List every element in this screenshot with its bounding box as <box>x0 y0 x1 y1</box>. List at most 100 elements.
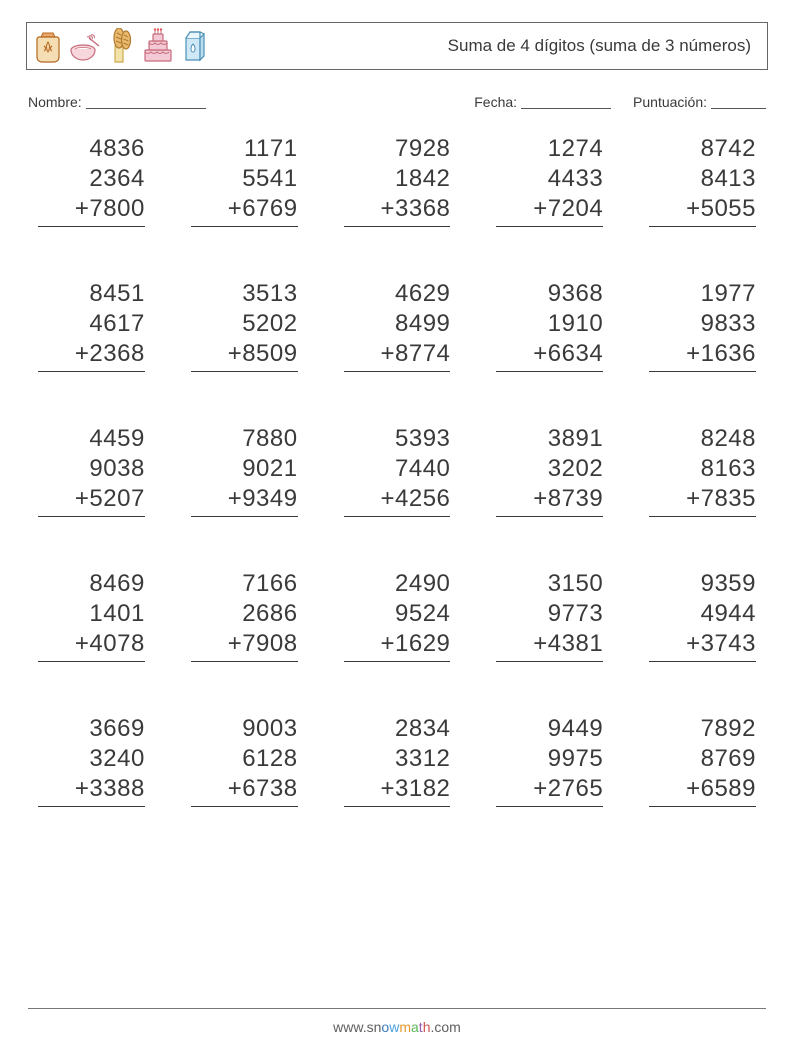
addend-1: 3150 <box>496 569 603 599</box>
addend-1: 9003 <box>191 714 298 744</box>
addend-3: +4381 <box>496 629 603 662</box>
addend-2: 3240 <box>38 744 145 774</box>
addition-problem: 19779833+1636 <box>649 279 756 372</box>
footer: www.snowmath.com <box>0 1008 794 1035</box>
addend-2: 9833 <box>649 309 756 339</box>
addition-problem: 84514617+2368 <box>38 279 145 372</box>
addend-2: 8499 <box>344 309 451 339</box>
addend-3: +4256 <box>344 484 451 517</box>
addend-1: 9368 <box>496 279 603 309</box>
addition-problem: 46298499+8774 <box>344 279 451 372</box>
header-icons <box>33 28 207 64</box>
addition-problem: 12744433+7204 <box>496 134 603 227</box>
addend-3: +1629 <box>344 629 451 662</box>
addition-problem: 35135202+8509 <box>191 279 298 372</box>
cake-icon <box>141 28 175 64</box>
addition-problem: 84691401+4078 <box>38 569 145 662</box>
addition-problem: 87428413+5055 <box>649 134 756 227</box>
addition-problem: 78809021+9349 <box>191 424 298 517</box>
addend-2: 2686 <box>191 599 298 629</box>
addend-2: 9773 <box>496 599 603 629</box>
addend-1: 7880 <box>191 424 298 454</box>
addend-1: 9359 <box>649 569 756 599</box>
addition-problem: 53937440+4256 <box>344 424 451 517</box>
addend-1: 1977 <box>649 279 756 309</box>
info-row: Nombre: Fecha: Puntuación: <box>28 94 766 110</box>
addend-1: 4629 <box>344 279 451 309</box>
addend-3: +5055 <box>649 194 756 227</box>
addend-1: 3513 <box>191 279 298 309</box>
addend-1: 8469 <box>38 569 145 599</box>
addend-2: 4617 <box>38 309 145 339</box>
addend-3: +5207 <box>38 484 145 517</box>
addend-3: +7835 <box>649 484 756 517</box>
addend-3: +3388 <box>38 774 145 807</box>
addend-1: 3669 <box>38 714 145 744</box>
addition-problem: 28343312+3182 <box>344 714 451 807</box>
addend-3: +3368 <box>344 194 451 227</box>
addend-2: 3312 <box>344 744 451 774</box>
addend-3: +3182 <box>344 774 451 807</box>
addend-2: 9975 <box>496 744 603 774</box>
addition-problem: 44599038+5207 <box>38 424 145 517</box>
addition-problem: 24909524+1629 <box>344 569 451 662</box>
addend-3: +2368 <box>38 339 145 372</box>
addend-2: 8769 <box>649 744 756 774</box>
addition-problem: 31509773+4381 <box>496 569 603 662</box>
addend-1: 7166 <box>191 569 298 599</box>
addend-3: +7908 <box>191 629 298 662</box>
addend-1: 4836 <box>38 134 145 164</box>
addition-problem: 78928769+6589 <box>649 714 756 807</box>
addend-3: +6634 <box>496 339 603 372</box>
footer-url: www.snowmath.com <box>0 1019 794 1035</box>
addend-1: 2490 <box>344 569 451 599</box>
addend-1: 8451 <box>38 279 145 309</box>
addend-3: +7204 <box>496 194 603 227</box>
addend-1: 2834 <box>344 714 451 744</box>
date-label: Fecha: <box>474 94 517 110</box>
addend-1: 3891 <box>496 424 603 454</box>
flour-bag-icon <box>33 30 63 64</box>
addend-3: +7800 <box>38 194 145 227</box>
score-blank <box>711 94 766 109</box>
addend-3: +9349 <box>191 484 298 517</box>
date-blank <box>521 94 611 109</box>
addend-1: 7928 <box>344 134 451 164</box>
addend-1: 7892 <box>649 714 756 744</box>
addition-problem: 71662686+7908 <box>191 569 298 662</box>
addition-problem: 93594944+3743 <box>649 569 756 662</box>
addition-problem: 93681910+6634 <box>496 279 603 372</box>
addend-2: 8163 <box>649 454 756 484</box>
addend-2: 9038 <box>38 454 145 484</box>
addend-2: 1842 <box>344 164 451 194</box>
addend-1: 8742 <box>649 134 756 164</box>
addend-3: +3743 <box>649 629 756 662</box>
addend-2: 7440 <box>344 454 451 484</box>
addition-problem: 79281842+3368 <box>344 134 451 227</box>
addend-3: +1636 <box>649 339 756 372</box>
addition-problem: 38913202+8739 <box>496 424 603 517</box>
addend-2: 9021 <box>191 454 298 484</box>
name-blank <box>86 94 206 109</box>
addend-2: 5202 <box>191 309 298 339</box>
addition-problem: 90036128+6738 <box>191 714 298 807</box>
worksheet-title: Suma de 4 dígitos (suma de 3 números) <box>448 36 751 56</box>
addition-problem: 11715541+6769 <box>191 134 298 227</box>
addend-1: 9449 <box>496 714 603 744</box>
addend-1: 8248 <box>649 424 756 454</box>
addition-problem: 82488163+7835 <box>649 424 756 517</box>
addend-3: +6738 <box>191 774 298 807</box>
addend-2: 3202 <box>496 454 603 484</box>
addend-3: +8774 <box>344 339 451 372</box>
addend-3: +6769 <box>191 194 298 227</box>
addition-problem: 94499975+2765 <box>496 714 603 807</box>
addend-3: +8509 <box>191 339 298 372</box>
addend-1: 4459 <box>38 424 145 454</box>
addend-2: 2364 <box>38 164 145 194</box>
name-label: Nombre: <box>28 94 82 110</box>
addend-1: 1274 <box>496 134 603 164</box>
addend-3: +2765 <box>496 774 603 807</box>
addend-2: 4944 <box>649 599 756 629</box>
addend-1: 5393 <box>344 424 451 454</box>
addend-2: 1401 <box>38 599 145 629</box>
